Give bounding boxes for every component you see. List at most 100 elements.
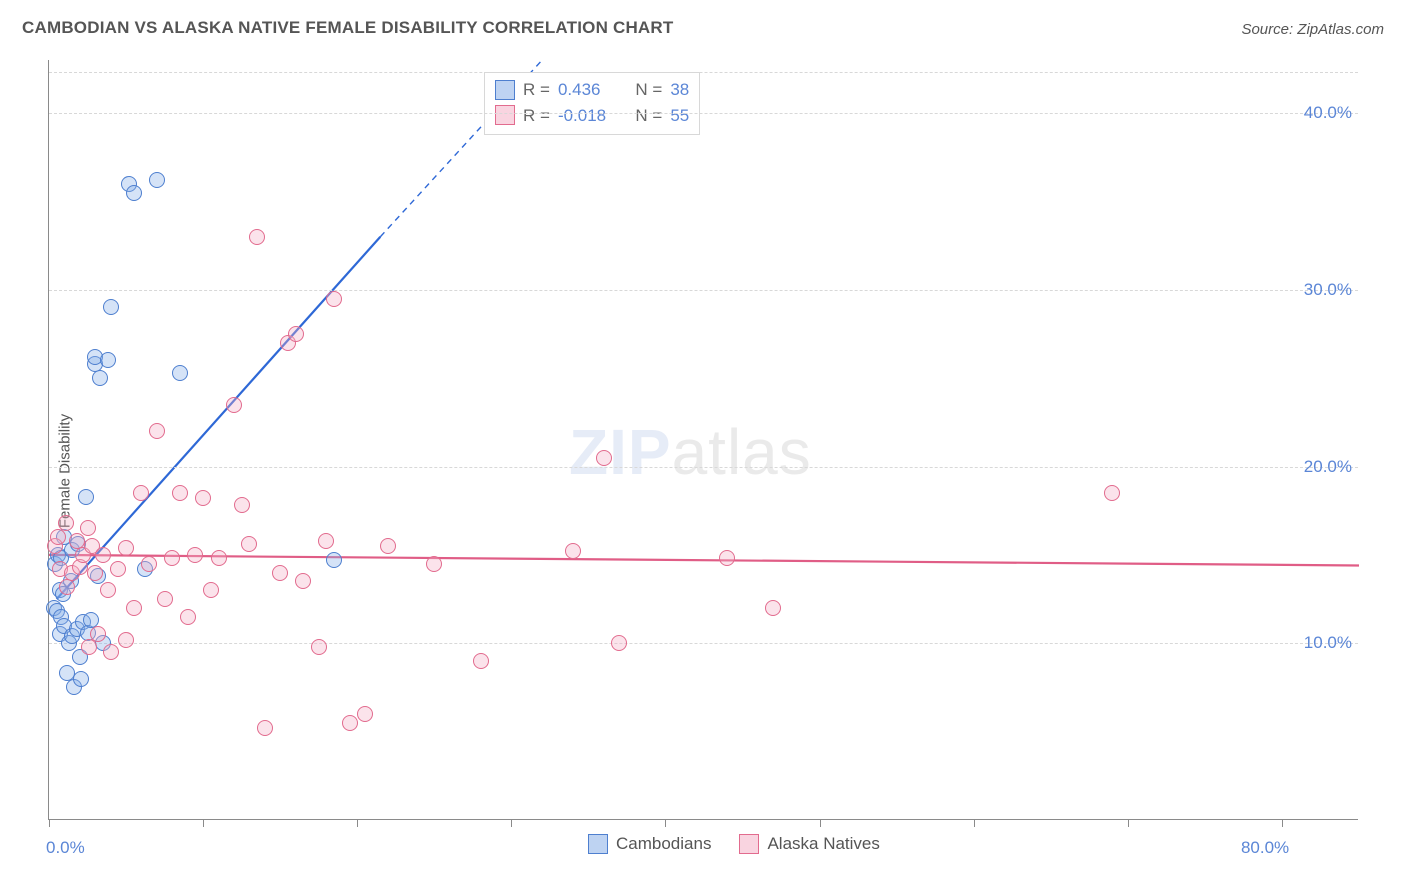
- data-point: [78, 489, 94, 505]
- trend-line: [49, 555, 1359, 566]
- data-point: [380, 538, 396, 554]
- data-point: [326, 552, 342, 568]
- y-tick-label: 10.0%: [1304, 633, 1352, 653]
- data-point: [241, 536, 257, 552]
- watermark-atlas: atlas: [672, 416, 812, 488]
- data-point: [288, 326, 304, 342]
- y-tick-label: 40.0%: [1304, 103, 1352, 123]
- gridline: [49, 643, 1358, 644]
- data-point: [249, 229, 265, 245]
- data-point: [149, 172, 165, 188]
- x-tick: [665, 819, 666, 827]
- stat-r-value: 0.436: [558, 77, 618, 103]
- watermark-zip: ZIP: [569, 416, 672, 488]
- x-tick: [1282, 819, 1283, 827]
- data-point: [596, 450, 612, 466]
- data-point: [92, 370, 108, 386]
- y-tick-label: 20.0%: [1304, 457, 1352, 477]
- x-tick: [49, 819, 50, 827]
- x-tick: [974, 819, 975, 827]
- data-point: [73, 671, 89, 687]
- data-point: [611, 635, 627, 651]
- stat-r-label: R =: [523, 103, 550, 129]
- x-tick: [357, 819, 358, 827]
- data-point: [342, 715, 358, 731]
- data-point: [187, 547, 203, 563]
- gridline: [49, 113, 1358, 114]
- data-point: [203, 582, 219, 598]
- legend-label: Cambodians: [616, 834, 711, 854]
- stat-r-value: -0.018: [558, 103, 618, 129]
- data-point: [118, 540, 134, 556]
- gridline: [49, 467, 1358, 468]
- legend-item: Cambodians: [588, 834, 711, 854]
- data-point: [164, 550, 180, 566]
- x-tick-label: 0.0%: [46, 838, 85, 858]
- gridline: [49, 72, 1358, 73]
- data-point: [126, 185, 142, 201]
- data-point: [133, 485, 149, 501]
- data-point: [110, 561, 126, 577]
- data-point: [100, 352, 116, 368]
- data-point: [295, 573, 311, 589]
- data-point: [272, 565, 288, 581]
- stats-legend-row: R = 0.436 N = 38: [495, 77, 689, 103]
- stat-r-label: R =: [523, 77, 550, 103]
- data-point: [318, 533, 334, 549]
- data-point: [765, 600, 781, 616]
- data-point: [100, 582, 116, 598]
- legend-swatch: [495, 105, 515, 125]
- data-point: [141, 556, 157, 572]
- stat-n-value: 55: [670, 103, 689, 129]
- data-point: [426, 556, 442, 572]
- scatter-chart: Female Disability ZIPatlas R = 0.436 N =…: [0, 50, 1406, 892]
- data-point: [118, 632, 134, 648]
- data-point: [58, 515, 74, 531]
- plot-area: ZIPatlas R = 0.436 N = 38R = -0.018 N = …: [48, 60, 1358, 820]
- stats-legend-row: R = -0.018 N = 55: [495, 103, 689, 129]
- legend-swatch: [495, 80, 515, 100]
- data-point: [90, 626, 106, 642]
- data-point: [326, 291, 342, 307]
- data-point: [103, 644, 119, 660]
- source-credit: Source: ZipAtlas.com: [1241, 21, 1384, 38]
- legend-swatch: [588, 834, 608, 854]
- stats-legend: R = 0.436 N = 38R = -0.018 N = 55: [484, 72, 700, 135]
- data-point: [172, 365, 188, 381]
- data-point: [565, 543, 581, 559]
- data-point: [59, 579, 75, 595]
- data-point: [257, 720, 273, 736]
- data-point: [1104, 485, 1120, 501]
- legend-item: Alaska Natives: [739, 834, 879, 854]
- data-point: [719, 550, 735, 566]
- data-point: [80, 520, 96, 536]
- data-point: [126, 600, 142, 616]
- x-tick-label: 80.0%: [1241, 838, 1289, 858]
- data-point: [103, 299, 119, 315]
- data-point: [95, 547, 111, 563]
- stat-n-label: N =: [626, 77, 662, 103]
- data-point: [195, 490, 211, 506]
- data-point: [311, 639, 327, 655]
- x-tick: [203, 819, 204, 827]
- data-point: [226, 397, 242, 413]
- data-point: [157, 591, 173, 607]
- stat-n-label: N =: [626, 103, 662, 129]
- data-point: [50, 529, 66, 545]
- data-point: [87, 565, 103, 581]
- data-point: [234, 497, 250, 513]
- data-point: [180, 609, 196, 625]
- gridline: [49, 290, 1358, 291]
- series-legend: Cambodians Alaska Natives: [588, 834, 880, 854]
- stat-n-value: 38: [670, 77, 689, 103]
- data-point: [149, 423, 165, 439]
- data-point: [211, 550, 227, 566]
- data-point: [172, 485, 188, 501]
- legend-swatch: [739, 834, 759, 854]
- x-tick: [1128, 819, 1129, 827]
- data-point: [473, 653, 489, 669]
- legend-label: Alaska Natives: [767, 834, 879, 854]
- x-tick: [820, 819, 821, 827]
- y-tick-label: 30.0%: [1304, 280, 1352, 300]
- data-point: [357, 706, 373, 722]
